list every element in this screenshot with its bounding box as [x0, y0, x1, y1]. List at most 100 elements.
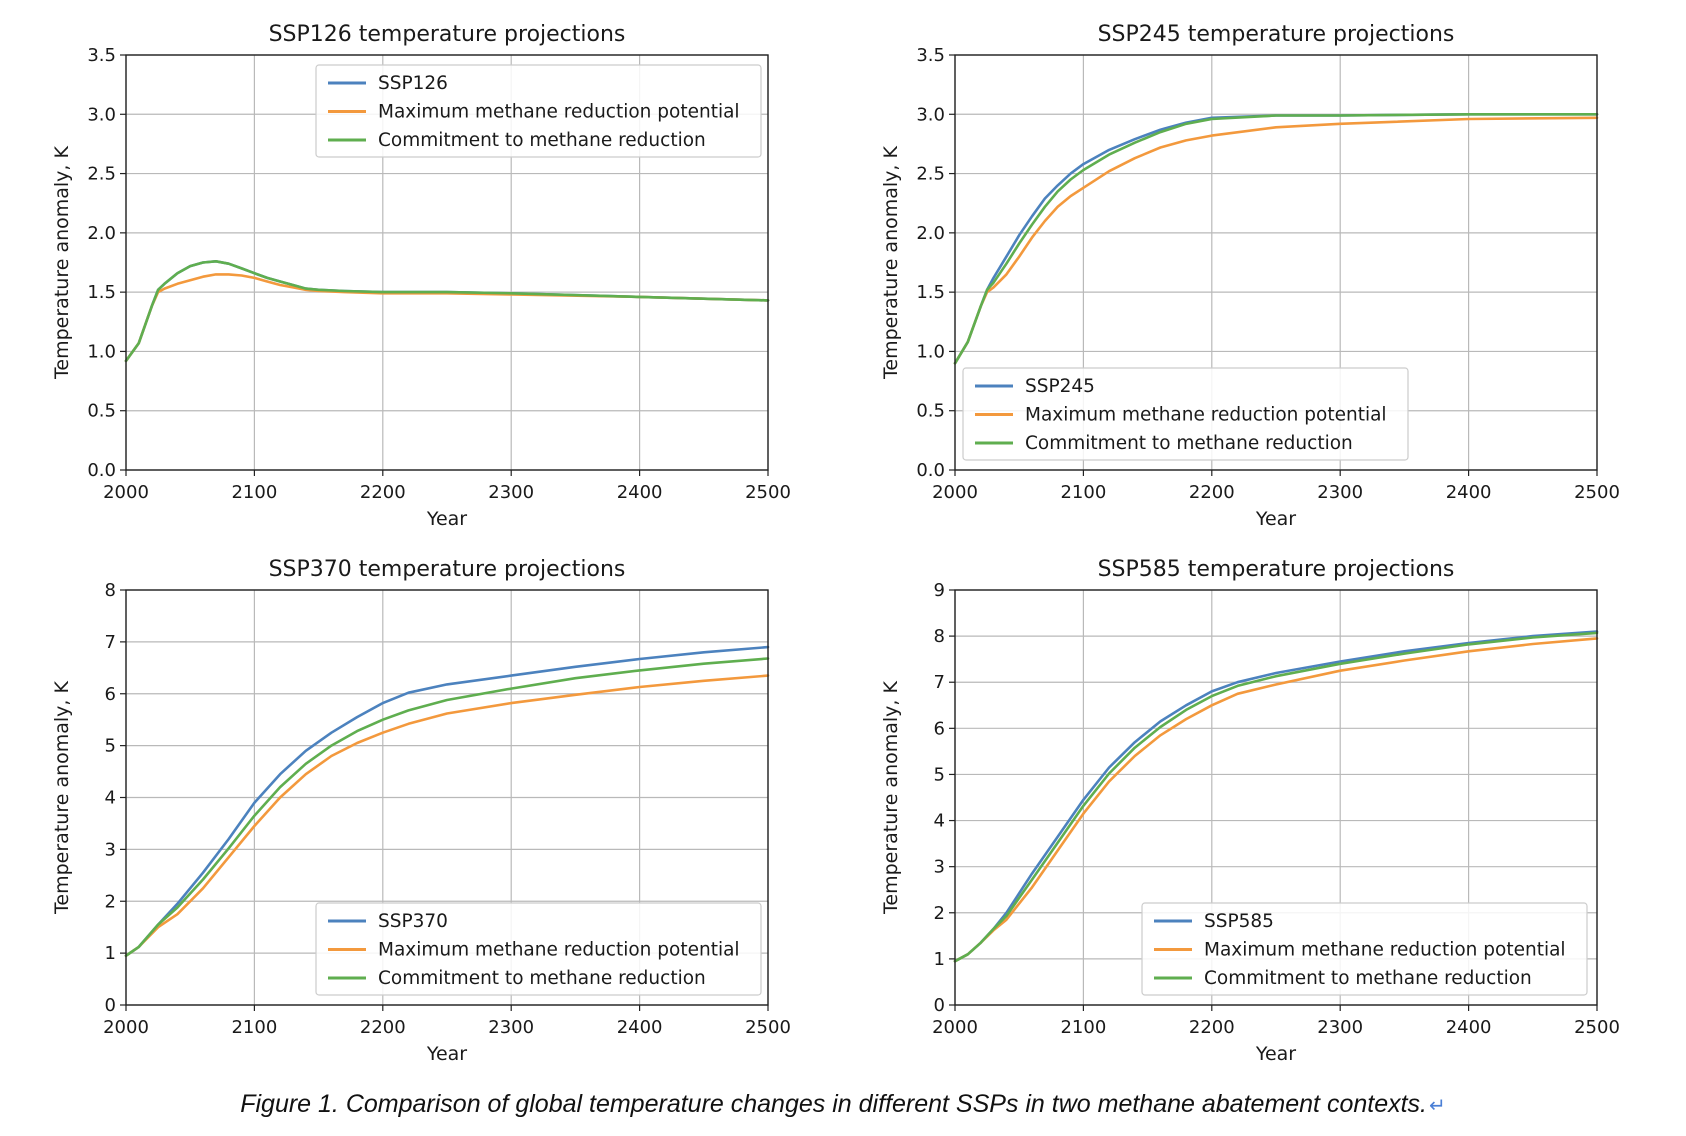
x-tick-label: 2500 [1574, 482, 1620, 503]
x-tick-label: 2000 [103, 1017, 149, 1038]
series-line-3 [953, 113, 1599, 365]
x-tick-label: 2300 [488, 1017, 534, 1038]
y-tick-label: 3 [934, 857, 945, 878]
x-tick-label: 2300 [1317, 482, 1363, 503]
plot-frame [954, 589, 1598, 1006]
plot-frame [125, 54, 769, 471]
y-tick-label: 0.5 [87, 401, 116, 422]
x-tick-label: 2100 [1060, 482, 1106, 503]
y-tick-label: 1.0 [87, 341, 116, 362]
chart-title: SSP370 temperature projections [269, 557, 626, 582]
series-line-3 [953, 631, 1599, 963]
series-line-2 [953, 116, 1599, 365]
y-axis-label: Temperature anomaly, K [51, 681, 73, 915]
y-tick-label: 2.5 [87, 164, 116, 185]
y-tick-label: 2.0 [87, 223, 116, 244]
legend: SSP370 Maximum methane reduction potentia… [315, 902, 762, 996]
legend-label-3: Commitment to methane reduction [1025, 433, 1353, 454]
caption-text: Figure 1. Comparison of global temperatu… [240, 1090, 1427, 1118]
x-tick-label: 2200 [360, 1017, 406, 1038]
x-tick-label: 2500 [1574, 1017, 1620, 1038]
series-line-2 [124, 674, 770, 958]
legend: SSP585 Maximum methane reduction potentia… [1141, 902, 1588, 996]
y-tick-label: 3.0 [87, 104, 116, 125]
x-tick-label: 2400 [1446, 1017, 1492, 1038]
x-tick-label: 2200 [360, 482, 406, 503]
legend-label-3: Commitment to methane reduction [378, 130, 706, 151]
chart-title: SSP245 temperature projections [1098, 22, 1455, 47]
x-axis-label: Year [1255, 508, 1296, 530]
y-tick-label: 2.0 [916, 223, 945, 244]
legend-box [315, 64, 762, 158]
x-tick-label: 2400 [1446, 482, 1492, 503]
series-line-3 [124, 657, 770, 958]
x-tick-label: 2300 [488, 482, 534, 503]
y-tick-label: 4 [105, 788, 116, 809]
x-tick-label: 2100 [231, 1017, 277, 1038]
x-axis-label: Year [426, 508, 467, 530]
x-tick-label: 2300 [1317, 1017, 1363, 1038]
x-tick-label: 2500 [745, 1017, 791, 1038]
legend-label-2: Maximum methane reduction potential [378, 102, 740, 123]
legend-label-2: Maximum methane reduction potential [378, 940, 740, 961]
y-tick-label: 3.5 [916, 45, 945, 66]
chart-panel-1: SSP126 temperature projections 2000 2100 22… [51, 22, 791, 530]
y-tick-label: 6 [934, 718, 945, 739]
legend-label-2: Maximum methane reduction potential [1025, 405, 1387, 426]
y-axis-label: Temperature anomaly, K [880, 681, 902, 915]
y-tick-label: 0.0 [87, 460, 116, 481]
y-tick-label: 3.5 [87, 45, 116, 66]
y-tick-label: 1 [934, 949, 945, 970]
return-mark-icon: ↵ [1429, 1095, 1446, 1117]
series-line-2 [124, 273, 770, 363]
x-tick-label: 2000 [932, 1017, 978, 1038]
y-tick-label: 9 [934, 580, 945, 601]
legend-label-2: Maximum methane reduction potential [1204, 940, 1566, 961]
plot-frame [954, 54, 1598, 471]
legend: SSP245 Maximum methane reduction potentia… [962, 367, 1409, 461]
y-tick-label: 5 [105, 736, 116, 757]
y-tick-label: 7 [105, 632, 116, 653]
x-tick-label: 2500 [745, 482, 791, 503]
chart-title: SSP585 temperature projections [1098, 557, 1455, 582]
y-tick-label: 0.5 [916, 401, 945, 422]
legend-label-3: Commitment to methane reduction [1204, 968, 1532, 989]
chart-panel-2: SSP245 temperature projections 2000 2100 22… [880, 22, 1620, 530]
y-tick-label: 1.0 [916, 341, 945, 362]
y-tick-label: 3 [105, 839, 116, 860]
series-line-3 [124, 259, 770, 363]
legend-label-3: Commitment to methane reduction [378, 968, 706, 989]
x-axis-label: Year [426, 1043, 467, 1065]
y-tick-label: 2 [105, 891, 116, 912]
y-tick-label: 1.5 [87, 282, 116, 303]
y-tick-label: 8 [105, 580, 116, 601]
series-line-1 [953, 113, 1599, 365]
y-tick-label: 7 [934, 672, 945, 693]
legend-box [962, 367, 1409, 461]
legend-label-1: SSP585 [1204, 911, 1274, 932]
legend: SSP126 Maximum methane reduction potentia… [315, 64, 762, 158]
y-tick-label: 1.5 [916, 282, 945, 303]
y-tick-label: 3.0 [916, 104, 945, 125]
x-tick-label: 2200 [1189, 482, 1235, 503]
legend-label-1: SSP370 [378, 911, 448, 932]
legend-box [315, 902, 762, 996]
x-tick-label: 2000 [103, 482, 149, 503]
y-tick-label: 1 [105, 943, 116, 964]
series-line-1 [124, 259, 770, 363]
y-tick-label: 5 [934, 764, 945, 785]
y-tick-label: 0 [934, 995, 945, 1016]
y-tick-label: 0.0 [916, 460, 945, 481]
y-tick-label: 2.5 [916, 164, 945, 185]
x-tick-label: 2200 [1189, 1017, 1235, 1038]
y-axis-label: Temperature anomaly, K [51, 146, 73, 380]
legend-label-1: SSP126 [378, 73, 448, 94]
legend-label-1: SSP245 [1025, 376, 1095, 397]
figure-caption: Figure 1. Comparison of global temperatu… [0, 1090, 1686, 1119]
y-tick-label: 4 [934, 811, 945, 832]
y-tick-label: 0 [105, 995, 116, 1016]
x-axis-label: Year [1255, 1043, 1296, 1065]
legend-box [1141, 902, 1588, 996]
